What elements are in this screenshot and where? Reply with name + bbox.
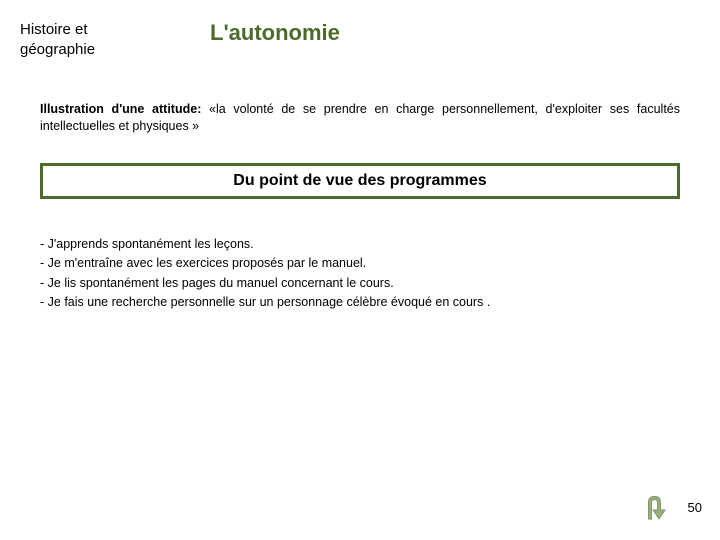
title-wrap: L'autonomie	[160, 20, 700, 46]
list-item: Je m'entraîne avec les exercices proposé…	[40, 254, 680, 273]
list-item: Je fais une recherche personnelle sur un…	[40, 293, 680, 312]
slide: Histoire et géographie L'autonomie Illus…	[0, 0, 720, 540]
section-box: Du point de vue des programmes	[40, 163, 680, 199]
u-turn-icon[interactable]	[638, 492, 668, 522]
bullet-list: J'apprends spontanément les leçons. Je m…	[40, 235, 680, 313]
header: Histoire et géographie L'autonomie	[0, 0, 720, 59]
list-item: Je lis spontanément les pages du manuel …	[40, 274, 680, 293]
subject-line2: géographie	[20, 41, 95, 58]
list-item: J'apprends spontanément les leçons.	[40, 235, 680, 254]
illustration-paragraph: Illustration d'une attitude: «la volonté…	[40, 101, 680, 135]
subject-line1: Histoire et	[20, 21, 88, 38]
page-title: L'autonomie	[210, 20, 340, 45]
paragraph-lead: Illustration d'une attitude:	[40, 102, 201, 116]
subject-label: Histoire et géographie	[20, 20, 160, 59]
page-number: 50	[688, 500, 702, 515]
footer: 50	[638, 492, 702, 522]
